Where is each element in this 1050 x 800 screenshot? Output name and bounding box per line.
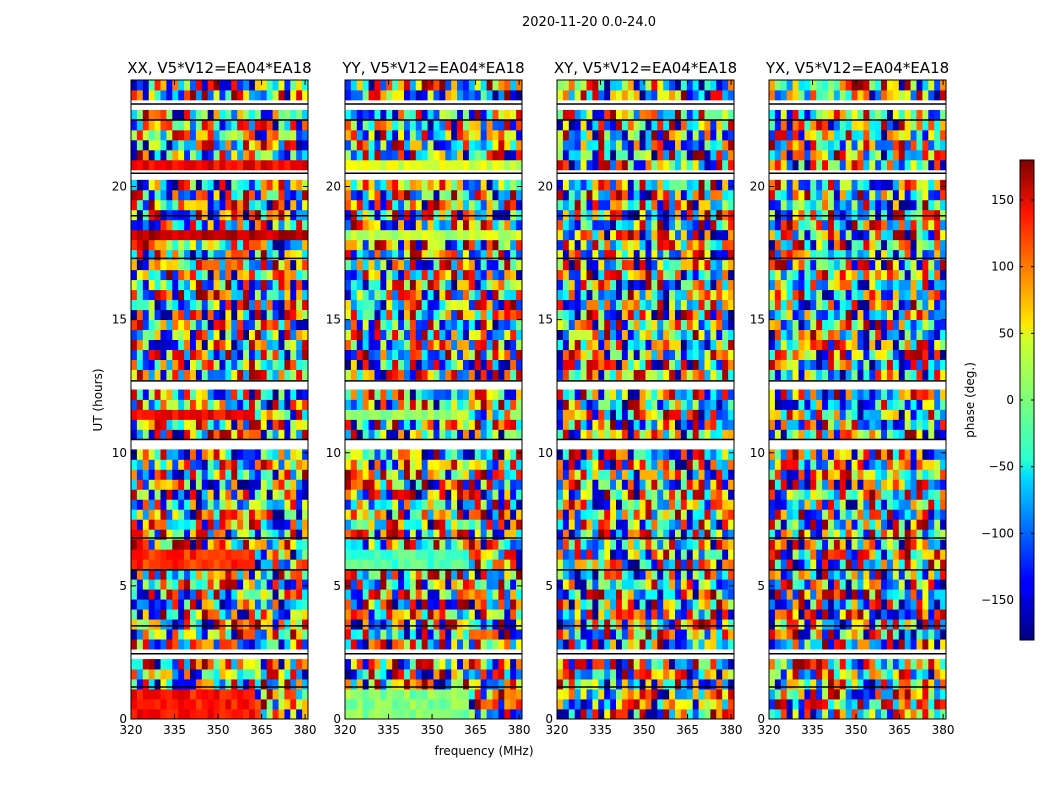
y-tick-label: 0 [545,712,553,726]
panel-title-yy: YY, V5*V12=EA04*EA18 [341,59,524,77]
panel-frame-yy [344,79,523,720]
y-tick-label: 10 [750,446,765,460]
colorbar-tick-label: 0 [1006,393,1014,407]
y-tick-label: 0 [119,712,127,726]
colorbar-tick-label: −150 [981,593,1014,607]
panel-title-yx: YX, V5*V12=EA04*EA18 [765,59,949,77]
y-tick-label: 10 [112,446,127,460]
x-tick-label: 350 [845,723,868,737]
panel-frame-yx [768,79,947,720]
figure-title: 2020-11-20 0.0-24.0 [522,15,656,30]
x-tick-label: 350 [207,723,230,737]
phase-image-yx [769,80,947,720]
y-tick-label: 15 [112,313,127,327]
x-tick-label: 350 [421,723,444,737]
y-tick-label: 5 [333,579,341,593]
panel-xx: XX, V5*V12=EA04*EA18 320 335 350 365 380 0 5 10 1… [112,59,317,737]
x-tick-label: 335 [589,723,612,737]
y-tick-label: 0 [757,712,765,726]
y-tick-label: 15 [326,313,341,327]
x-axis-label: frequency (MHz) [434,744,533,758]
colorbar: 150 100 50 0 −50 −100 −150 phase (deg.) [963,159,1035,641]
y-tick-label: 15 [750,313,765,327]
panel-title-xy: XY, V5*V12=EA04*EA18 [554,59,737,77]
phase-image-yy [345,80,523,720]
x-tick-label: 335 [377,723,400,737]
y-tick-label: 20 [326,180,341,194]
panel-yx: YX, V5*V12=EA04*EA18 320 335 350 365 380 0 5 10 1… [750,59,955,737]
colorbar-tick-label: −100 [981,526,1014,540]
colorbar-tick-label: 50 [999,326,1014,340]
panel-frame-xy [556,79,735,720]
x-tick-label: 365 [676,723,699,737]
x-tick-label: 335 [801,723,824,737]
panel-frame-xx [130,79,309,720]
y-tick-label: 20 [750,180,765,194]
colorbar-ticks: 150 100 50 0 −50 −100 −150 [981,193,1034,607]
x-tick-label: 335 [163,723,186,737]
x-tick-label: 380 [294,723,317,737]
panel-yy: YY, V5*V12=EA04*EA18 320 335 350 365 380 0 5 10 1… [326,59,531,737]
x-tick-label: 380 [508,723,531,737]
colorbar-tick-label: 100 [991,260,1014,274]
colorbar-tick-label: 150 [991,193,1014,207]
x-tick-label: 380 [720,723,743,737]
y-tick-label: 5 [757,579,765,593]
x-tick-label: 350 [633,723,656,737]
x-tick-label: 320 [120,723,143,737]
x-tick-label: 365 [888,723,911,737]
y-tick-label: 20 [538,180,553,194]
colorbar-tick-label: −50 [989,460,1014,474]
y-tick-label: 10 [538,446,553,460]
panel-title-xx: XX, V5*V12=EA04*EA18 [127,59,311,77]
x-tick-label: 365 [464,723,487,737]
x-tick-label: 365 [250,723,273,737]
phase-image-xy [557,80,735,720]
y-tick-label: 5 [545,579,553,593]
y-tick-label: 20 [112,180,127,194]
x-tick-label: 320 [334,723,357,737]
y-tick-label: 15 [538,313,553,327]
y-tick-label: 10 [326,446,341,460]
colorbar-label: phase (deg.) [963,362,977,438]
panel-xy: XY, V5*V12=EA04*EA18 320 335 350 365 380 0 5 10 1… [538,59,743,737]
y-tick-label: 0 [333,712,341,726]
x-tick-label: 380 [932,723,955,737]
x-tick-label: 320 [546,723,569,737]
phase-image-xx [131,80,309,720]
panels: XX, V5*V12=EA04*EA18 320 335 350 365 380 0 5 10 1… [112,59,955,737]
y-axis-label: UT (hours) [91,368,105,431]
y-tick-label: 5 [119,579,127,593]
x-tick-label: 320 [758,723,781,737]
